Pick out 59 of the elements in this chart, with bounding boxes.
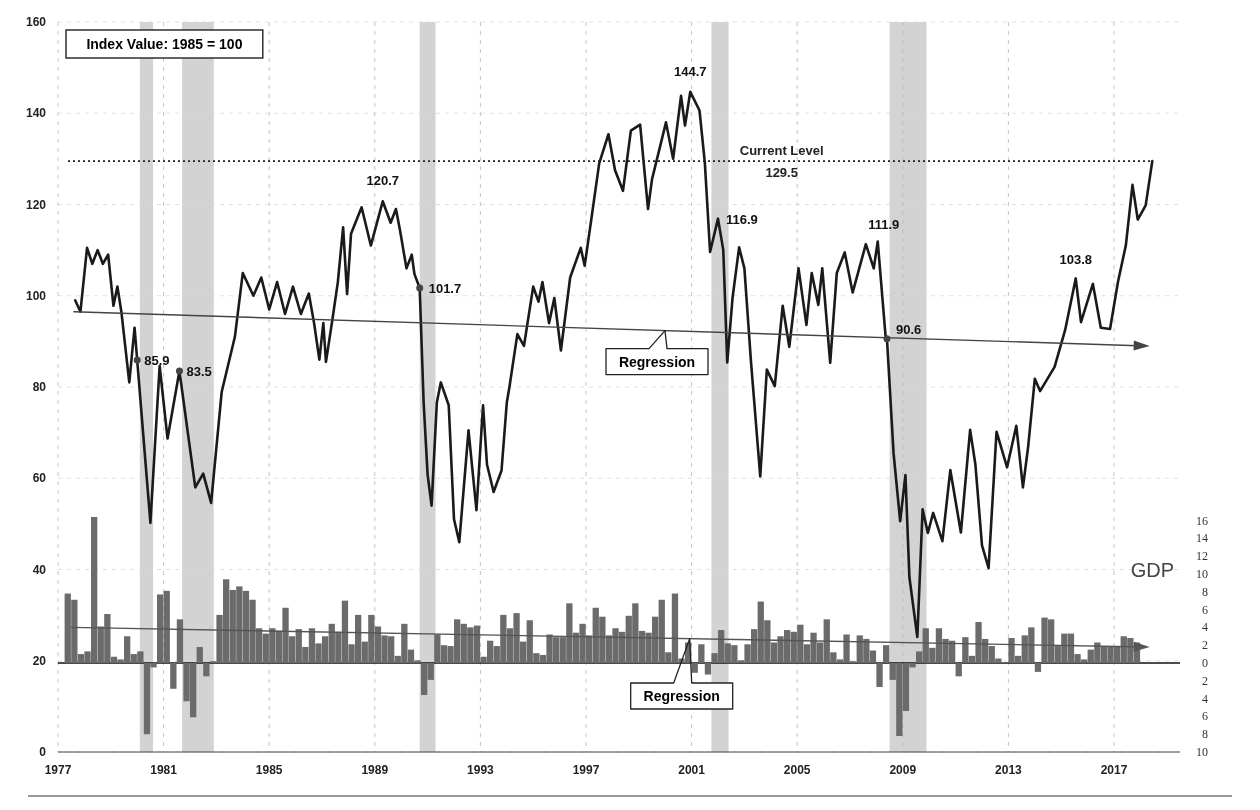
bar — [1034, 662, 1042, 672]
bar — [691, 662, 698, 673]
y-tick-label: 100 — [25, 288, 47, 303]
annotation: Regression — [618, 353, 696, 370]
annotation: 144.7 — [674, 63, 707, 79]
x-tick-label: 2009 — [889, 763, 917, 777]
annotation: Regression — [643, 687, 720, 704]
y-tick-label: 160 — [25, 15, 47, 29]
x-tick-label: 2001 — [678, 763, 706, 777]
y-tick-label: 80 — [32, 380, 47, 394]
bar — [704, 662, 712, 675]
annotation: 120.7 — [366, 173, 399, 189]
x-tick-label: 2013 — [995, 763, 1023, 777]
y2-tick-label: 14 — [1196, 531, 1208, 546]
y-tick-label: 140 — [25, 106, 47, 121]
annotation: 85.9 — [144, 353, 170, 369]
y-tick-label: 60 — [32, 471, 47, 486]
y2-tick-label: 8 — [1202, 727, 1208, 742]
y2-tick-label: 2 — [1202, 673, 1208, 688]
annotation: 83.5 — [186, 364, 212, 380]
x-tick-label: 1977 — [44, 763, 72, 777]
y2-tick-label: 4 — [1202, 620, 1208, 635]
y2-tick-label: 6 — [1202, 709, 1208, 724]
y2-tick-label: 0 — [1202, 655, 1208, 670]
y2-tick-label: 2 — [1202, 638, 1208, 653]
ref-line-label: Current Level 129.5 — [739, 143, 824, 181]
y-tick-label: 40 — [32, 562, 47, 577]
y2-tick-label: 10 — [1196, 745, 1208, 759]
y2-tick-label: 16 — [1196, 513, 1208, 528]
annotation: 103.8 — [1059, 252, 1092, 268]
y2-tick-label: 10 — [1196, 566, 1208, 581]
x-tick-label: 1981 — [150, 763, 178, 777]
y-tick-label: 20 — [32, 653, 47, 668]
bar — [876, 662, 883, 688]
annotation: 101.7 — [428, 280, 462, 296]
bar — [176, 619, 184, 663]
annotation: 111.9 — [868, 217, 900, 233]
annotation: 116.9 — [726, 211, 758, 227]
x-tick-label: 1985 — [255, 763, 283, 777]
bar — [883, 645, 890, 663]
bar — [955, 662, 962, 677]
x-tick-label: 1997 — [572, 763, 600, 777]
bar — [196, 646, 203, 663]
y2-tick-label: 8 — [1202, 584, 1208, 599]
annotation: 90.6 — [895, 321, 922, 337]
x-tick-label: 2017 — [1100, 763, 1128, 777]
x-tick-label: 1993 — [467, 763, 495, 777]
bar — [203, 662, 210, 677]
annotation: Index Value: 1985 = 100 — [86, 36, 243, 52]
y2-tick-label: 4 — [1202, 691, 1208, 706]
y-tick-label: 120 — [25, 197, 47, 212]
y2-axis-title: GDP — [1130, 558, 1174, 581]
bar — [698, 644, 705, 663]
y-tick-label: 0 — [39, 745, 47, 759]
y2-tick-label: 6 — [1202, 602, 1208, 617]
x-tick-label: 2005 — [783, 763, 811, 777]
bar — [170, 662, 177, 689]
y2-tick-label: 12 — [1196, 549, 1208, 564]
x-tick-label: 1989 — [361, 763, 389, 777]
